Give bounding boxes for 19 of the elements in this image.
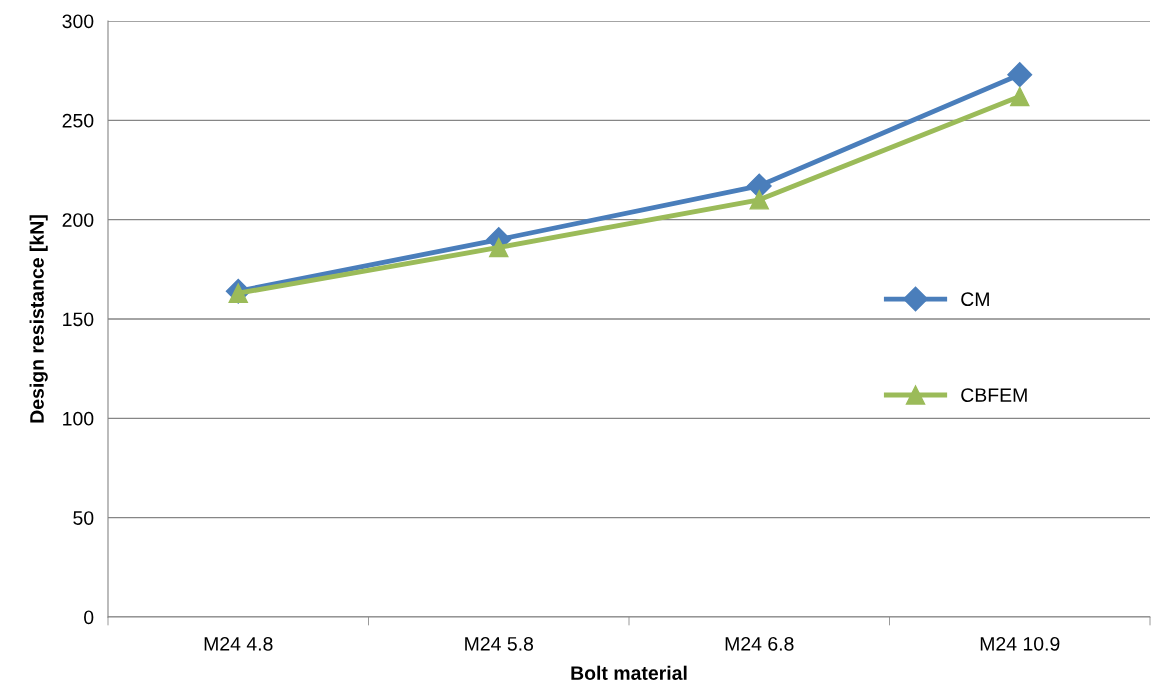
point [749,190,769,210]
x-tick-label: M24 4.8 [204,636,273,651]
y-tick-label: 0 [84,610,94,625]
y-tick-label: 100 [63,411,94,426]
x-tick-label: M24 10.9 [980,636,1060,651]
y-axis-title: Design resistance [kN] [29,215,48,423]
y-tick-label: 200 [62,213,94,227]
y-tick-label: 150 [63,312,94,327]
x-axis-title: Bolt material [571,665,687,680]
point [489,237,509,258]
point [1007,62,1033,88]
x-tick-label: M24 6.8 [725,636,794,651]
legend-label: CM [961,292,989,307]
x-tick-label: M24 5.8 [465,636,534,651]
point [1010,86,1030,107]
legend-label: CBFEM [961,388,1027,402]
y-tick-label: 250 [62,113,94,128]
y-tick-label: 50 [73,511,94,525]
y-tick-label: 300 [62,14,94,29]
